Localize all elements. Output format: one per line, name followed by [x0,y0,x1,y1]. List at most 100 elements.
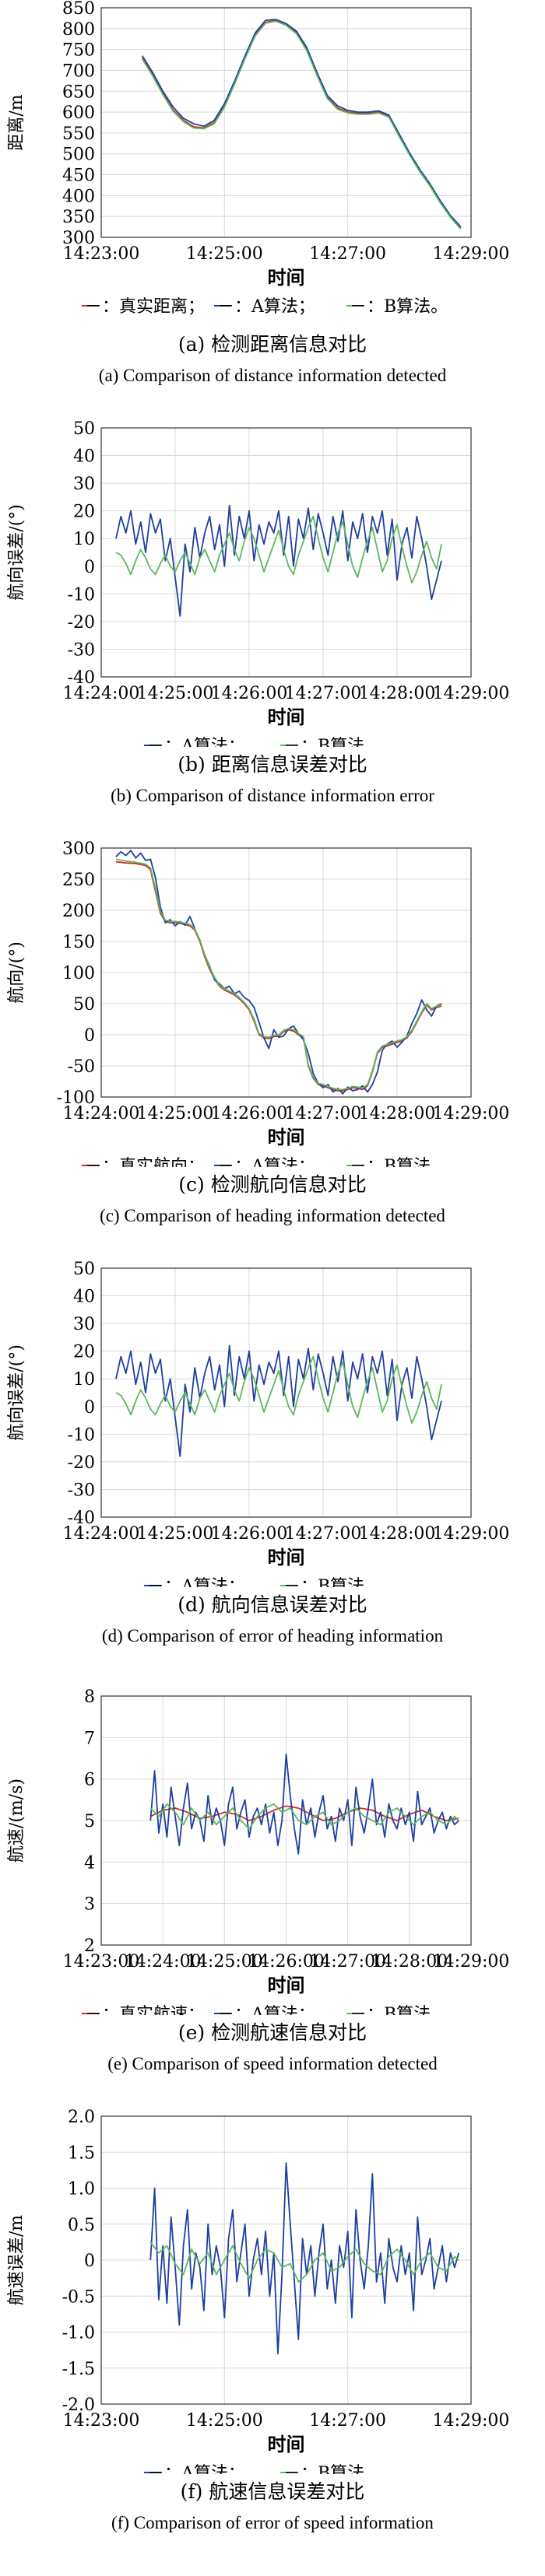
x-tick-label: 14:24:00 [63,684,140,703]
y-tick-label: 10 [73,1370,95,1390]
y-tick-label: 50 [73,1260,95,1279]
chart-b-svg: -40-30-20-100102030405014:24:0014:25:001… [7,419,510,756]
chart-panel-d: -40 -30 -20 -10 0 10 20 30 40 50 14:24:00 14:25:00 1… [0,1260,545,1665]
x-tick-label: 14:26:00 [211,684,288,703]
x-tick-label: 14:23:00 [63,1952,140,1971]
y-tick-label: -30 [68,1481,95,1500]
series-line-truth [142,19,462,229]
caption-cn: (f) 航速信息误差对比 [180,2480,365,2503]
legend-label: －：A算法； [217,297,315,317]
x-tick-label: 14:28:00 [371,1952,448,1971]
y-tick-label: 10 [73,530,95,549]
y-tick-label: -0.5 [62,2287,95,2307]
y-tick-label: 100 [62,964,95,983]
y-tick-label: 20 [73,1343,95,1362]
y-tick-label: 2.0 [68,2108,95,2127]
y-axis-label: 航向/(°) [7,941,26,1004]
x-tick-label: 14:27:00 [285,1524,362,1544]
y-tick-label: 2 [84,1936,95,1956]
caption-cn: (a) 检测距离信息对比 [178,333,367,356]
y-tick-label: 350 [62,208,95,227]
chart-panel-c: -100 -50 0 50 100 150 200 250 300 14:24:00 14:25:0… [0,839,545,1245]
y-tick-label: 40 [73,1288,95,1307]
legend-label: －：B算法。 [283,2464,382,2474]
plot-frame [100,7,472,238]
series-line-a [115,1344,442,1457]
y-tick-label: 50 [73,995,95,1015]
legend-label: －：B算法。 [283,1577,382,1587]
y-tick-label: 400 [62,187,95,206]
legend-label: －：A算法； [217,2005,315,2015]
chart-panel-a: 300 350 400 450 500 550 600 650 700 750 800 850 14:2… [0,0,545,405]
y-tick-label: -40 [68,1509,95,1528]
x-tick-label: 14:23:00 [63,2411,140,2431]
x-tick-label: 14:29:00 [433,1524,510,1544]
plot-frame [100,1267,472,1518]
x-tick-label: 14:28:00 [359,684,436,703]
y-tick-label: 300 [62,840,95,859]
x-tick-label: 14:27:00 [309,2411,386,2431]
x-tick-label: 14:28:00 [359,1524,436,1544]
y-tick-label: 30 [73,475,95,494]
y-tick-label: 1.0 [68,2180,95,2199]
series-line-a [149,1753,459,1855]
y-tick-label: -10 [68,585,95,605]
y-tick-label: 550 [62,124,95,144]
y-tick-label: 300 [62,229,95,248]
legend-label: －：A算法； [147,737,245,747]
y-tick-label: 700 [62,61,95,81]
y-tick-label: -50 [68,1057,95,1077]
y-tick-label: 500 [62,145,95,165]
x-tick-label: 14:27:00 [285,684,362,703]
x-tick-label: 14:24:00 [125,1952,202,1971]
y-tick-label: 8 [84,1688,95,1707]
x-tick-label: 14:29:00 [433,244,510,264]
y-tick-label: 450 [62,166,95,186]
series-line-a [142,19,462,228]
x-axis-label: 时间 [268,706,305,728]
y-tick-label: -30 [68,640,95,660]
x-tick-label: 14:27:00 [309,1952,386,1971]
legend-label: －：真实距离； [85,297,205,317]
y-tick-label: 0.5 [68,2216,95,2235]
series-line-truth [115,860,442,1092]
y-tick-label: 0 [84,2252,95,2271]
y-tick-label: 0 [84,558,95,577]
y-axis-label: 距离/m [7,94,26,150]
y-tick-label: 20 [73,503,95,522]
caption-cn: (b) 距离信息误差对比 [178,753,367,776]
x-tick-label: 14:29:00 [433,684,510,703]
x-tick-label: 14:24:00 [63,1524,140,1544]
plot-frame [100,2115,472,2405]
y-tick-label: 250 [62,871,95,890]
x-tick-label: 14:26:00 [248,1952,325,1971]
y-tick-label: 1.5 [68,2143,95,2163]
y-tick-label: 750 [62,41,95,61]
series-line-b [115,858,442,1091]
y-tick-label: 7 [84,1729,95,1748]
chart-panel-f: -2.0 -1.5 -1.0 -0.5 0 0.5 1.0 1.5 2.0 14:23:00 14:… [0,2108,545,2532]
y-tick-label: 6 [84,1771,95,1790]
y-tick-label: 30 [73,1315,95,1334]
y-tick-label: 200 [62,902,95,921]
caption-cn: (d) 航向信息误差对比 [178,1593,367,1616]
caption-en: (e) Comparison of speed information dete… [107,2054,438,2073]
y-tick-label: 4 [84,1853,95,1873]
chart-c-svg: -100 -50 0 50 100 150 200 250 300 14:24:0014:25:0… [7,839,509,1176]
x-axis-label: 时间 [268,266,305,289]
x-tick-label: 14:26:00 [211,1104,288,1123]
y-tick-label: 800 [62,20,95,40]
x-tick-label: 14:23:00 [63,244,140,264]
chart-panel-e: 2 3 4 5 6 7 8 14:23:00 14:24:00 14:25:00 14:26:00 1… [0,1688,545,2093]
caption-en: (c) Comparison of heading information de… [100,1206,445,1225]
chart-f-svg: -2.0 -1.5 -1.0 -0.5 0 0.5 1.0 1.5 2.0 14:23:00 14:… [7,2108,509,2483]
y-tick-label: -1.0 [62,2324,95,2343]
series-line-b [149,2241,459,2283]
x-tick-label: 14:27:00 [285,1104,362,1123]
chart-e-svg: 234567814:23:0014:24:0014:25:0014:26:001… [7,1688,509,2024]
x-tick-label: 14:25:00 [186,1952,263,1971]
y-tick-label: -1.5 [62,2360,95,2379]
y-tick-label: 3 [84,1895,95,1915]
x-axis-label: 时间 [268,1126,305,1148]
